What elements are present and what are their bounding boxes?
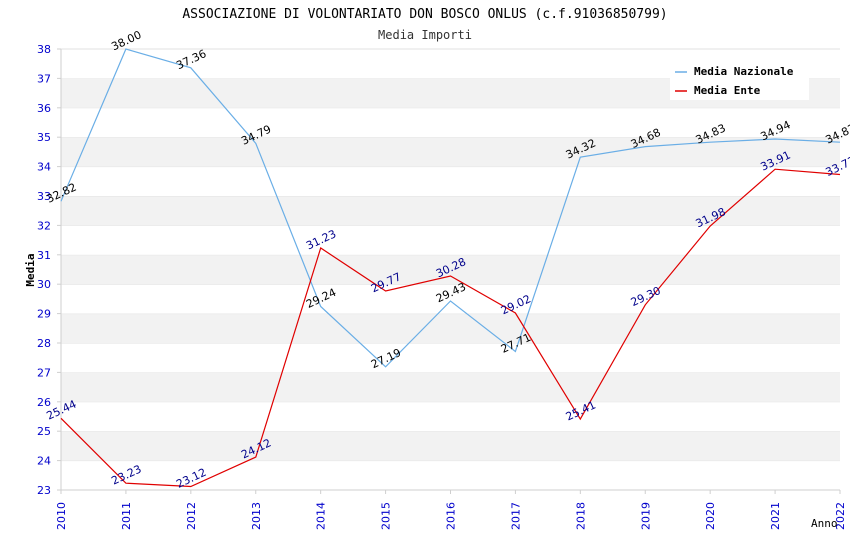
grid-band (61, 372, 840, 402)
grid-band (61, 460, 840, 490)
grid-bands (61, 48, 840, 490)
x-tick-label: 2019 (639, 502, 652, 530)
y-tick-labels: 23 24 25 26 27 28 29 30 31 32 33 34 35 36 37 38 (37, 43, 61, 497)
y-tick-label: 25 (37, 425, 51, 438)
x-tick-label: 2018 (574, 502, 587, 530)
grid-band (61, 284, 840, 314)
grid-band (61, 196, 840, 226)
x-tick-label: 2021 (769, 502, 782, 530)
x-tick-label: 2015 (380, 502, 393, 530)
y-tick-label: 31 (37, 249, 51, 262)
y-tick-label: 32 (37, 219, 51, 232)
x-tick-label: 2011 (120, 502, 133, 530)
legend-box (670, 60, 809, 100)
y-tick-label: 36 (37, 102, 51, 115)
grid-band (61, 343, 840, 373)
y-tick-label: 38 (37, 43, 51, 56)
legend-label-nazionale: Media Nazionale (694, 65, 794, 78)
y-tick-label: 30 (37, 278, 51, 291)
y-tick-label: 23 (37, 484, 51, 497)
x-tick-label: 2010 (55, 502, 68, 530)
x-axis-label: Anno (811, 517, 838, 530)
legend-label-ente: Media Ente (694, 84, 761, 97)
y-axis-label: Media (24, 253, 37, 286)
series-lines (60, 48, 841, 488)
grid-band (61, 254, 840, 285)
series-line-ente (60, 168, 841, 488)
y-tick-label: 37 (37, 72, 51, 85)
x-tick-label: 2012 (185, 502, 198, 530)
chart-title: ASSOCIAZIONE DI VOLONTARIATO DON BOSCO O… (182, 7, 667, 22)
x-tick-label: 2013 (250, 502, 263, 530)
x-tick-label: 2020 (704, 502, 717, 530)
y-tick-label: 35 (37, 131, 51, 144)
grid-band (61, 225, 840, 255)
x-tick-label: 2017 (509, 502, 522, 530)
x-tick-label: 2022 (834, 502, 847, 530)
y-tick-label: 28 (37, 337, 51, 350)
legend: Media Nazionale Media Ente (670, 60, 809, 100)
grid-band (61, 313, 840, 343)
y-tick-label: 34 (37, 161, 51, 174)
grid-band (61, 431, 840, 461)
series-line-nazionale (60, 48, 841, 368)
chart-subtitle: Media Importi (378, 28, 472, 42)
x-tick-labels: 2010 2011 2012 2013 2014 2015 2016 2017 2018 2019… (55, 490, 847, 530)
grid-band (61, 107, 840, 138)
grid-band (61, 166, 840, 196)
x-tick-label: 2016 (445, 502, 458, 530)
y-tick-label: 24 (37, 455, 51, 468)
y-tick-label: 29 (37, 308, 51, 321)
y-tick-label: 26 (37, 396, 51, 409)
y-tick-label: 27 (37, 366, 51, 379)
y-tick-label: 33 (37, 190, 51, 203)
x-tick-label: 2014 (315, 502, 328, 530)
grid-band (61, 401, 840, 432)
